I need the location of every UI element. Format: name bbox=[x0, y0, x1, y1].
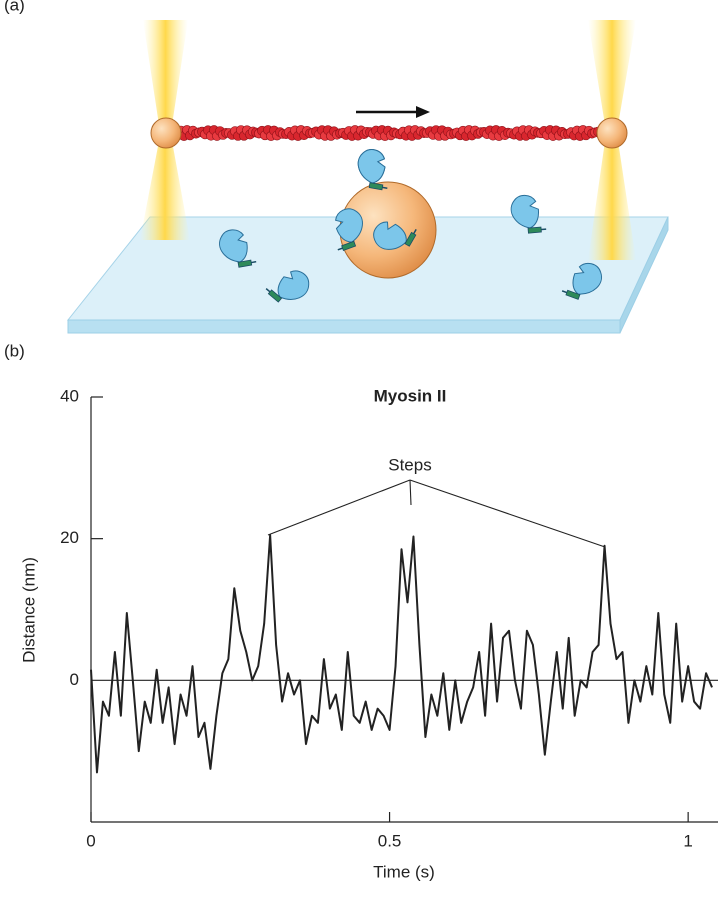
x-tick-label: 0 bbox=[86, 831, 95, 850]
y-tick-label: 20 bbox=[60, 528, 79, 547]
x-tick-label: 1 bbox=[683, 831, 692, 850]
y-axis-label: Distance (nm) bbox=[19, 557, 38, 663]
annotation-pointer bbox=[409, 479, 412, 506]
annotation-pointer bbox=[267, 479, 411, 536]
y-tick-label: 40 bbox=[60, 386, 79, 405]
annotation: Steps bbox=[388, 455, 431, 474]
annotation-pointer bbox=[409, 479, 606, 548]
chart-title: Myosin II bbox=[374, 386, 447, 405]
panel-label: (a) bbox=[4, 0, 25, 14]
y-tick-label: 0 bbox=[70, 670, 79, 689]
x-axis-label: Time (s) bbox=[373, 862, 435, 881]
panel-label: (b) bbox=[4, 341, 25, 360]
x-tick-label: 0.5 bbox=[378, 831, 402, 850]
diagram bbox=[66, 20, 669, 334]
data-line bbox=[90, 534, 713, 774]
